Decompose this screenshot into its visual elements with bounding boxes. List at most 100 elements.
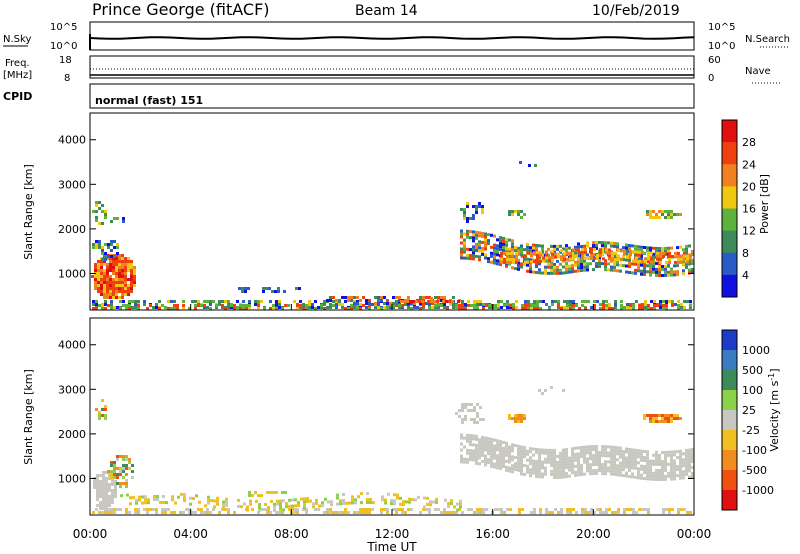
scatter-cell (308, 303, 311, 306)
scatter-cell (559, 469, 562, 473)
scatter-cell (581, 254, 584, 258)
scatter-cell (95, 201, 98, 204)
scatter-cell (499, 239, 502, 243)
scatter-cell (611, 511, 614, 514)
scatter-cell (479, 303, 482, 306)
scatter-cell (514, 249, 517, 253)
scatter-cell (613, 259, 616, 263)
scatter-cell (329, 306, 332, 309)
scatter-cell (691, 451, 694, 454)
scatter-cell (475, 242, 478, 246)
scatter-cell (115, 257, 118, 260)
scatter-cell (106, 290, 109, 293)
scatter-cell (473, 511, 476, 514)
scatter-cell (233, 307, 236, 310)
scatter-cell (294, 504, 297, 508)
scatter-cell (553, 262, 556, 266)
scatter-cell (574, 248, 577, 252)
scatter-cell (626, 255, 629, 259)
scatter-cell (398, 304, 401, 307)
scatter-cell (604, 460, 607, 464)
scatter-cell (572, 254, 575, 258)
scatter-cell (392, 304, 395, 307)
scatter-cell (532, 258, 535, 262)
scatter-cell (99, 474, 102, 477)
scatter-cell (644, 303, 647, 306)
scatter-cell (520, 445, 523, 449)
scatter-cell (631, 454, 634, 458)
scatter-cell (577, 473, 580, 477)
scatter-cell (640, 476, 643, 480)
scatter-cell (655, 450, 658, 454)
scatter-cell (691, 460, 694, 463)
scatter-cell (638, 259, 641, 263)
scatter-cell (656, 254, 659, 258)
scatter-cell (440, 299, 443, 302)
scatter-cell (637, 248, 640, 252)
scatter-cell (509, 304, 512, 307)
scatter-cell (661, 210, 664, 213)
scatter-cell (517, 420, 520, 423)
scatter-cell (613, 265, 616, 269)
scatter-cell (368, 302, 371, 305)
scatter-cell (490, 452, 493, 456)
scatter-cell (102, 483, 105, 486)
scatter-cell (673, 414, 676, 417)
scatter-cell (409, 300, 412, 303)
scatter-cell (520, 417, 523, 420)
scatter-cell (143, 508, 146, 511)
scatter-cell (102, 492, 105, 495)
scatter-cell (224, 307, 227, 310)
scatter-cell (592, 259, 595, 263)
scatter-cell (541, 451, 544, 455)
scatter-cell (544, 271, 547, 275)
scatter-cell (520, 451, 523, 455)
scatter-cell (548, 307, 551, 310)
scatter-cell (496, 262, 499, 266)
scatter-cell (664, 456, 667, 460)
scatter-cell (652, 471, 655, 475)
scatter-cell (551, 255, 554, 259)
scatter-cell (121, 254, 124, 257)
scatter-cell (544, 451, 547, 455)
scatter-cell (638, 253, 641, 257)
scatter-cell (689, 304, 692, 307)
scatter-cell (577, 242, 580, 246)
scatter-cell (592, 454, 595, 458)
scatter-cell (183, 499, 186, 503)
scatter-cell (655, 261, 658, 265)
scatter-cell (646, 459, 649, 463)
scatter-cell (121, 269, 124, 272)
scatter-cell (532, 468, 535, 472)
scatter-cell (655, 270, 658, 274)
scatter-cell (577, 266, 580, 270)
colorbar-segment (722, 330, 737, 351)
scatter-cell (101, 307, 104, 310)
scatter-cell (670, 471, 673, 475)
scatter-cell (487, 452, 490, 456)
scatter-cell (209, 300, 212, 303)
scatter-cell (314, 508, 317, 511)
scatter-cell (682, 461, 685, 465)
scatter-cell (96, 477, 99, 480)
scatter-cell (581, 257, 584, 261)
scatter-cell (553, 466, 556, 470)
scatter-cell (170, 307, 173, 310)
scatter-cell (601, 466, 604, 470)
scatter-cell (472, 434, 475, 438)
scatter-cell (207, 495, 210, 499)
scatter-cell (258, 503, 261, 506)
scatter-cell (227, 303, 230, 306)
scatter-cell (153, 498, 156, 501)
scatter-cell (691, 250, 694, 253)
scatter-cell (574, 452, 577, 456)
scatter-cell (676, 246, 679, 250)
x-tick-label: 00:00 (73, 527, 108, 541)
scatter-cell (590, 511, 593, 514)
scatter-cell (149, 304, 152, 307)
scatter-cell (112, 260, 115, 263)
scatter-cell (101, 258, 104, 261)
scatter-cell (577, 254, 580, 258)
scatter-cell (472, 214, 475, 217)
scatter-cell (103, 260, 106, 263)
